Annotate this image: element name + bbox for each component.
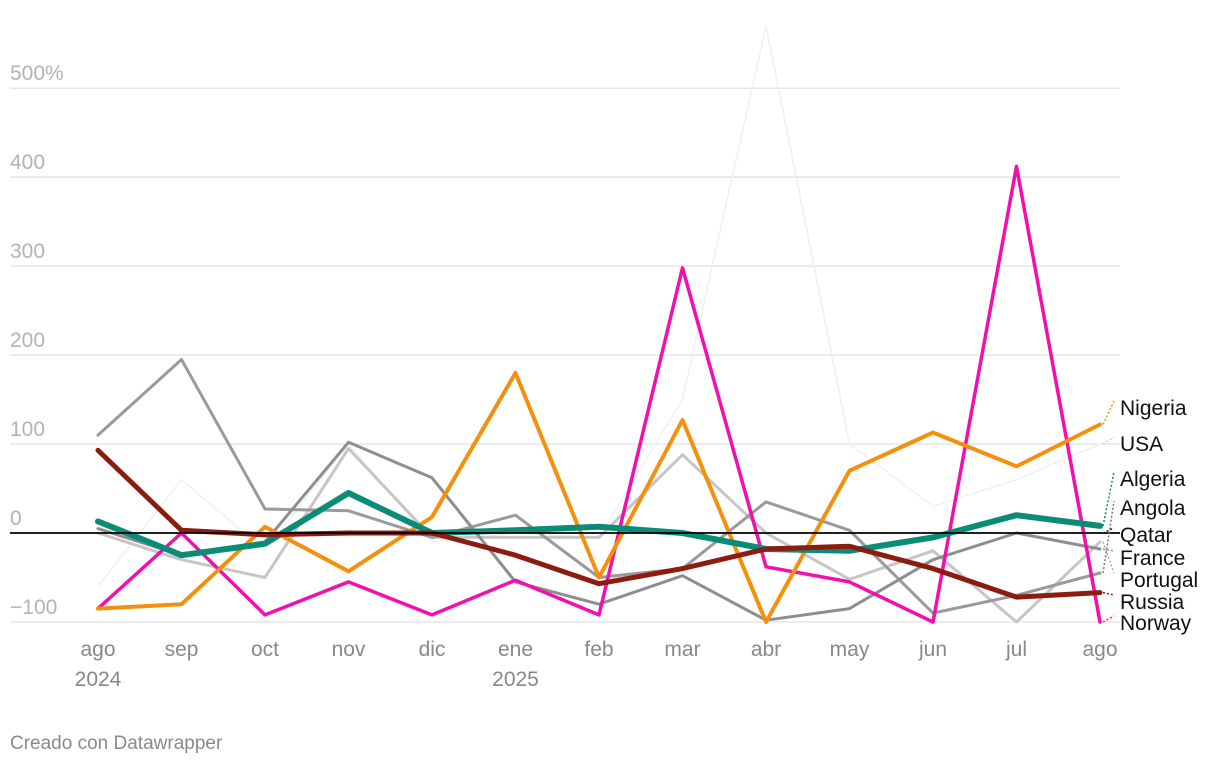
x-year-label: 2025 bbox=[492, 668, 539, 691]
x-tick-label: sep bbox=[165, 638, 199, 661]
label-connector bbox=[1102, 471, 1115, 527]
series-line-russia bbox=[95, 447, 1103, 600]
x-tick-label: abr bbox=[751, 638, 781, 661]
line-end-labels: Nigeria USA Algeria Angola QatarFrancePortug… bbox=[1102, 397, 1198, 635]
series-lines bbox=[10, 25, 1120, 624]
y-tick-label: 0 bbox=[10, 507, 22, 530]
x-tick-label: nov bbox=[332, 638, 366, 661]
x-tick-label: may bbox=[830, 638, 870, 661]
credit-text: Creado con Datawrapper bbox=[10, 733, 223, 754]
series-line-nigeria bbox=[96, 370, 1102, 624]
label-connector bbox=[1102, 548, 1115, 552]
y-tick-label: 400 bbox=[10, 151, 45, 174]
label-connector bbox=[1102, 400, 1115, 425]
series-line-algeria bbox=[95, 490, 1103, 559]
label-connector bbox=[1102, 541, 1115, 574]
series-label-nigeria: Nigeria bbox=[1120, 397, 1187, 420]
y-tick-label: 100 bbox=[10, 418, 45, 441]
x-year-label: 2024 bbox=[75, 668, 122, 691]
series-label-france: France bbox=[1120, 547, 1185, 570]
series-label-algeria: Algeria bbox=[1120, 468, 1186, 491]
gridlines bbox=[10, 87, 1120, 623]
y-tick-label: 200 bbox=[10, 329, 45, 352]
x-tick-label: jun bbox=[918, 638, 947, 661]
y-tick-label: 300 bbox=[10, 240, 45, 263]
series-label-usa: USA bbox=[1120, 433, 1163, 456]
x-axis-ticks: ago 2024 sep oct nov dic ene 2025 feb mar abr may ju… bbox=[75, 638, 1118, 691]
series-label-russia: Russia bbox=[1120, 591, 1185, 614]
y-tick-label: −100 bbox=[10, 596, 57, 619]
series-label-portugal: Portugal bbox=[1120, 569, 1198, 592]
series-line-portugal bbox=[96, 447, 1102, 624]
label-connector bbox=[1102, 591, 1115, 596]
series-label-norway: Norway bbox=[1120, 612, 1192, 635]
series-label-angola: Angola bbox=[1120, 497, 1186, 520]
series-line-norway bbox=[96, 164, 1102, 624]
x-tick-label: oct bbox=[251, 638, 279, 661]
x-tick-label: jul bbox=[1005, 638, 1027, 661]
y-axis-ticks: −100 0 100 200 300 400 500% bbox=[10, 62, 64, 619]
x-tick-label: feb bbox=[584, 638, 613, 661]
series-line-usa bbox=[97, 25, 1101, 588]
label-connector bbox=[1102, 500, 1115, 574]
y-tick-label: 500% bbox=[10, 62, 64, 85]
series-label-qatar: Qatar bbox=[1120, 524, 1173, 547]
x-tick-label: dic bbox=[419, 638, 446, 661]
x-tick-label: ene bbox=[498, 638, 533, 661]
x-tick-label: ago bbox=[1082, 638, 1117, 661]
label-connector bbox=[1102, 436, 1115, 445]
line-chart: −100 0 100 200 300 400 500% ago 2024 sep oct nov di… bbox=[10, 25, 1198, 691]
x-tick-label: ago bbox=[80, 638, 115, 661]
label-connector bbox=[1102, 615, 1115, 623]
x-tick-label: mar bbox=[664, 638, 700, 661]
